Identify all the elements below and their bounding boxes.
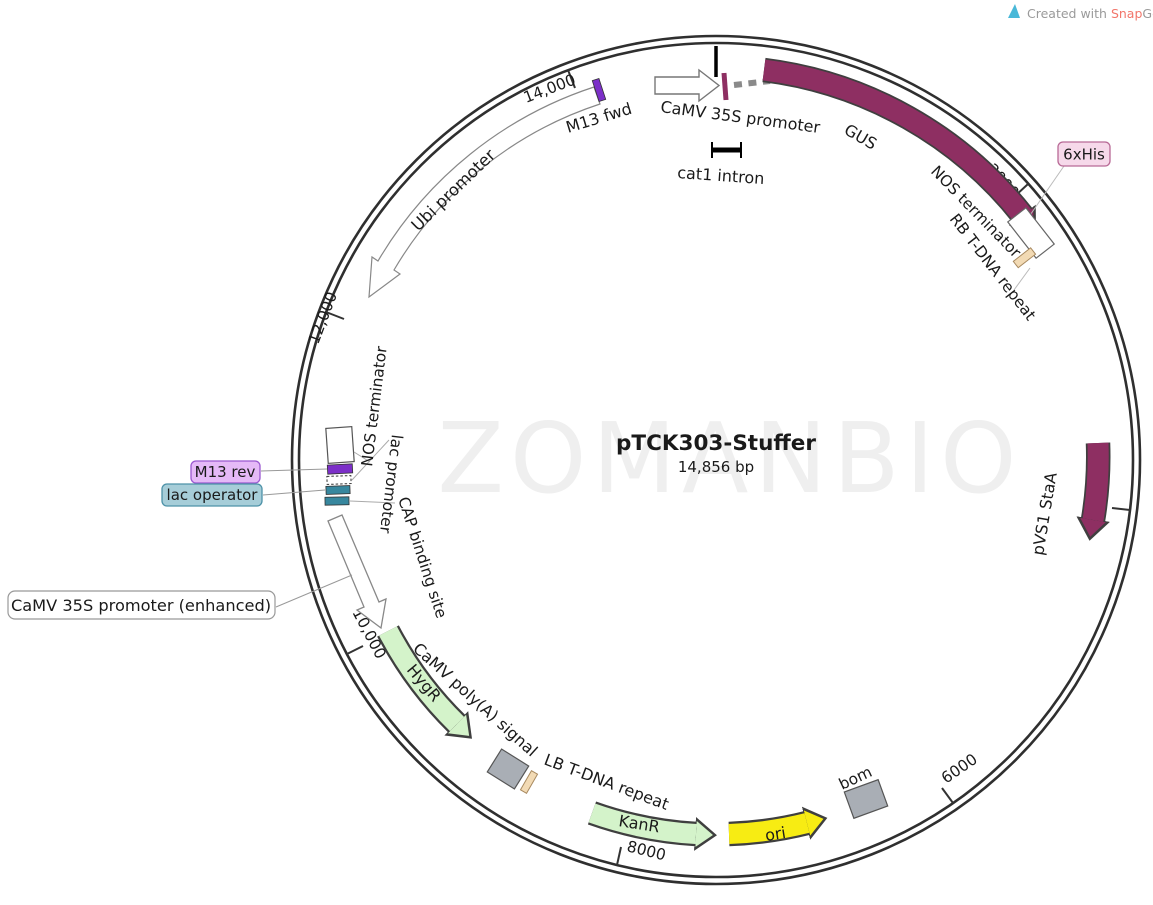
- feature-ubi-promoter-arrow: [368, 86, 601, 299]
- snapgene-credit: Created with SnapGene®: [1008, 4, 1153, 21]
- feature-cap-site-bar: [324, 496, 350, 506]
- pointer-line-m13-rev: [260, 468, 328, 472]
- callout-m13-rev-label: M13 rev: [195, 463, 256, 481]
- backbone-outer-circle: [290, 34, 1142, 886]
- callout-m13-rev: [190, 460, 261, 484]
- feature-camv35s-arrow: [654, 68, 721, 103]
- callout-6xhis: [1057, 141, 1111, 167]
- tick-10000: [346, 645, 364, 655]
- feature-m13-fwd-bar: [591, 77, 607, 103]
- feature-nos-terminator-left-box: [325, 425, 355, 465]
- tick-12000: [325, 311, 345, 320]
- feature-kanr-arrow: [588, 803, 713, 847]
- feature-ubi-promoter-label: Ubi promoter: [408, 145, 500, 234]
- snapgene-logo-icon: [1008, 4, 1020, 18]
- pointer-line-camv35s-enhanced: [275, 574, 353, 608]
- tick-label-6000: 6000: [938, 750, 981, 787]
- callout-camv35s-enhanced-label: CaMV 35S promoter (enhanced): [11, 596, 271, 615]
- credit-brand-snap: Snap: [1111, 6, 1143, 21]
- callout-camv35s-enhanced: [7, 590, 276, 620]
- feature-ori-label: ori: [764, 823, 788, 845]
- feature-lb-tdna-label: LB T-DNA repeat: [542, 750, 672, 814]
- feature-ori-arrow: [728, 810, 824, 844]
- feature-nos-terminator-left-label: NOS terminator: [358, 345, 391, 468]
- tick-4000: [1111, 507, 1131, 511]
- feature-pvs1-staa-label: pVS1 StaA: [1028, 471, 1061, 557]
- feature-nos-terminator-box: [1006, 206, 1056, 260]
- pointer-line-rb: [1013, 267, 1031, 291]
- backbone-inner-circle: [297, 41, 1135, 879]
- feature-lb-tdna-bar: [519, 770, 539, 794]
- plasmid-length: 14,856 bp: [678, 458, 754, 476]
- feature-camv35s-label: CaMV 35S promoter: [659, 97, 821, 137]
- feature-camv35s-enhanced-arrow: [327, 514, 387, 630]
- tick-6000: [941, 787, 954, 804]
- feature-pvs1-staa-arrow: [1080, 442, 1109, 537]
- cat1-intron-bracket: [711, 142, 742, 158]
- feature-start-bar: [721, 72, 729, 101]
- feature-m13-rev-bar: [326, 463, 354, 475]
- feature-bom-box: [843, 778, 889, 820]
- pointer-line-6xhis: [1025, 165, 1065, 222]
- tick-14000: [567, 69, 576, 89]
- feature-lac-promoter-box: [326, 475, 352, 485]
- feature-gus-arrow: [762, 59, 1034, 230]
- feature-cat1-intron-label: cat1 intron: [677, 163, 765, 188]
- pointer-line-lac-promoter: [351, 439, 390, 481]
- tick-8000: [616, 846, 622, 866]
- credit-text: Created with SnapGene®: [1027, 6, 1153, 21]
- watermark: ZOMANBIO: [438, 402, 1023, 515]
- pointer-line-cap-site: [349, 500, 396, 504]
- credit-brand-gene: Gene: [1142, 6, 1153, 21]
- feature-gus-arrow-outline: [762, 57, 1037, 233]
- callout-6xhis-label: 6xHis: [1063, 146, 1105, 164]
- pointer-line-nos-left: [353, 451, 371, 463]
- credit-prefix: Created with: [1027, 6, 1111, 21]
- feature-rb-tdna-bar: [1012, 247, 1037, 269]
- feature-lac-operator-bar: [325, 485, 351, 495]
- feature-hygr-arrow: [379, 626, 470, 736]
- pointer-line-lac-operator: [262, 489, 326, 496]
- callout-lac-operator: [161, 483, 263, 507]
- feature-gus-label: GUS: [841, 120, 880, 154]
- plasmid-title: pTCK303-Stuffer: [616, 431, 816, 456]
- callout-lac-operator-label: lac operator: [167, 486, 259, 504]
- tick-label-12000: 12,000: [305, 289, 341, 346]
- feature-camv-polya-box: [486, 748, 530, 790]
